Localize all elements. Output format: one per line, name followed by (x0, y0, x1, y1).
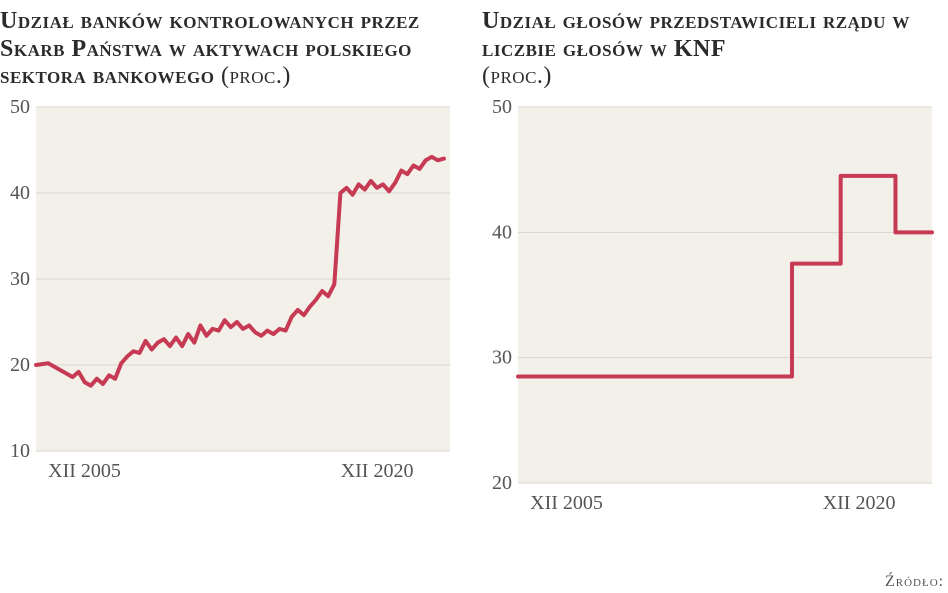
svg-text:50: 50 (492, 99, 512, 118)
right-chart: 20 30 40 50 XII 2005 XII 2020 (482, 99, 948, 585)
right-chart-svg: 20 30 40 50 XII 2005 XII 2020 (482, 99, 938, 517)
left-chart-svg: 10 20 30 40 50 XII 2005 XII 2020 (0, 99, 456, 485)
svg-text:30: 30 (492, 346, 512, 368)
svg-text:20: 20 (492, 472, 512, 494)
svg-text:XII 2005: XII 2005 (530, 492, 603, 514)
svg-text:XII 2020: XII 2020 (341, 460, 414, 482)
charts-container: Udział banków kontrolowanych przez Skarb… (0, 0, 948, 593)
right-title-unit: (proc.) (482, 63, 552, 89)
left-title-main: Udział banków kontrolowanych przez Skarb… (0, 8, 420, 89)
svg-text:50: 50 (10, 99, 30, 118)
source-label: Źródło: NI (885, 573, 948, 591)
left-chart: 10 20 30 40 50 XII 2005 XII 2020 (0, 99, 470, 585)
right-title-main: Udział głosów przedstawicieli rządu w li… (482, 8, 910, 62)
svg-text:20: 20 (10, 354, 30, 376)
svg-text:XII 2020: XII 2020 (823, 492, 896, 514)
svg-text:40: 40 (10, 182, 30, 204)
svg-text:40: 40 (492, 221, 512, 243)
svg-text:30: 30 (10, 268, 30, 290)
right-panel: Udział głosów przedstawicieli rządu w li… (482, 0, 948, 593)
svg-text:10: 10 (10, 440, 30, 462)
left-panel: Udział banków kontrolowanych przez Skarb… (0, 0, 482, 593)
right-title: Udział głosów przedstawicieli rządu w li… (482, 8, 948, 91)
left-title: Udział banków kontrolowanych przez Skarb… (0, 8, 470, 91)
left-title-unit: (proc.) (214, 63, 290, 89)
svg-text:XII 2005: XII 2005 (48, 460, 121, 482)
